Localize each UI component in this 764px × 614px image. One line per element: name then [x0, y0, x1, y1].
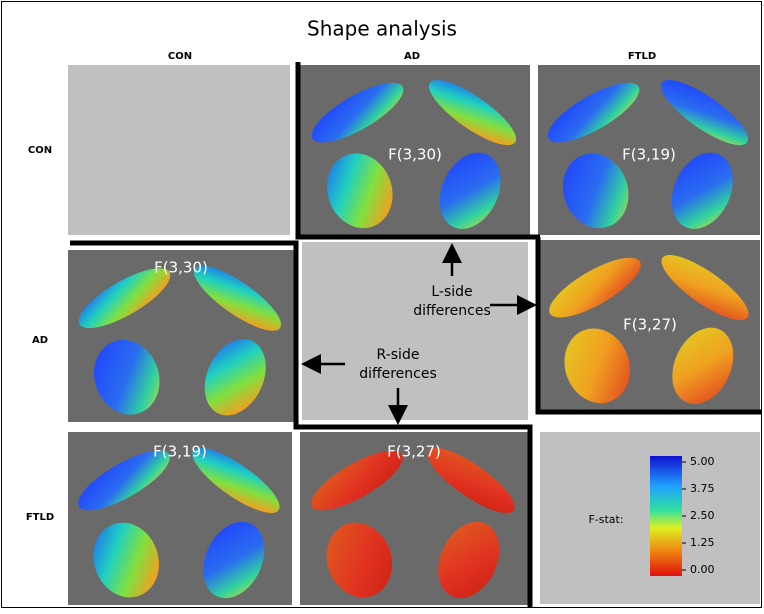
- col-header: FTLD: [628, 51, 656, 62]
- f-stat-label: F(3,30): [388, 146, 442, 164]
- annotation: differences: [413, 303, 491, 319]
- row-header: CON: [28, 145, 52, 156]
- colorbar-tick-label: 3.75: [690, 482, 715, 495]
- annotation: R-side: [377, 347, 420, 363]
- colorbar-tick-label: 0.00: [690, 563, 715, 576]
- colorbar-tick-label: 5.00: [690, 455, 715, 468]
- colorbar-label: F-stat:: [588, 513, 623, 526]
- title: Shape analysis: [307, 17, 457, 41]
- f-stat-label: F(3,27): [623, 316, 677, 334]
- figure: Shape analysis CON AD FTLD CON AD FTLD F…: [0, 0, 764, 610]
- f-stat-label: F(3,30): [154, 259, 208, 277]
- colorbar-tick-label: 2.50: [690, 509, 715, 522]
- col-header: CON: [168, 51, 192, 62]
- annotation: differences: [359, 366, 437, 382]
- row-header: AD: [32, 335, 48, 346]
- f-stat-label: F(3,19): [153, 443, 207, 461]
- col-header: AD: [404, 51, 420, 62]
- annotation: L-side: [431, 284, 472, 300]
- colorbar-tick-label: 1.25: [690, 536, 715, 549]
- empty-panel: [68, 65, 290, 235]
- row-header: FTLD: [26, 512, 54, 523]
- colorbar: [650, 456, 682, 576]
- f-stat-label: F(3,19): [622, 146, 676, 164]
- empty-panel: [302, 242, 528, 420]
- f-stat-label: F(3,27): [387, 443, 441, 461]
